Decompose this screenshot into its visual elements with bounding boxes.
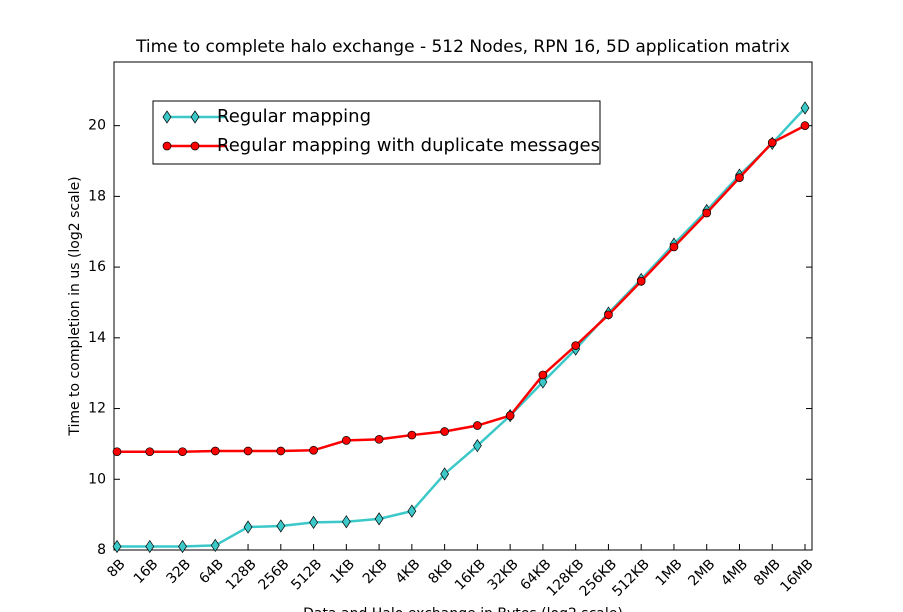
marker <box>276 519 286 533</box>
marker <box>112 447 122 457</box>
marker <box>800 121 810 131</box>
y-tick-label: 14 <box>88 330 106 346</box>
marker <box>604 310 613 320</box>
marker <box>472 439 482 453</box>
series-line <box>117 107 806 548</box>
y-tick-label: 18 <box>88 188 106 204</box>
marker <box>374 434 384 444</box>
marker <box>145 447 155 457</box>
marker <box>702 208 712 218</box>
marker <box>767 138 777 147</box>
chart-title: Time to complete halo exchange - 512 Nod… <box>135 37 790 57</box>
marker <box>190 110 200 124</box>
marker <box>162 141 172 151</box>
marker <box>243 446 253 456</box>
marker <box>407 430 417 440</box>
marker <box>407 504 417 518</box>
marker <box>210 446 220 456</box>
marker <box>162 110 172 124</box>
marker <box>112 539 122 554</box>
legend-label: Regular mapping <box>217 106 371 127</box>
legend-box <box>152 100 601 165</box>
y-tick-label: 8 <box>97 542 106 558</box>
marker <box>309 515 318 530</box>
marker <box>178 447 187 457</box>
y-tick-label: 20 <box>88 118 106 134</box>
y-tick-label: 10 <box>88 471 106 487</box>
marker <box>505 411 515 420</box>
marker <box>800 101 810 115</box>
marker <box>440 427 449 436</box>
marker <box>374 512 384 526</box>
marker <box>440 467 450 481</box>
x-axis-label: Data and Halo exchange in Bytes (log2 sc… <box>303 606 623 612</box>
marker <box>145 539 155 554</box>
y-tick-label: 16 <box>88 259 106 275</box>
y-axis-label: Time to completion in us (log2 scale) <box>67 176 83 436</box>
marker <box>636 276 646 286</box>
marker <box>473 421 482 430</box>
plot-frame <box>113 61 813 551</box>
marker <box>735 173 744 182</box>
marker <box>669 242 679 252</box>
marker <box>210 538 220 553</box>
series-line <box>117 124 806 453</box>
marker <box>309 445 318 455</box>
marker <box>276 446 286 456</box>
marker <box>571 341 581 350</box>
marker <box>243 520 253 534</box>
marker <box>341 515 351 529</box>
y-tick-label: 12 <box>88 401 106 417</box>
marker <box>341 436 351 445</box>
legend-label: Regular mapping with duplicate messages <box>217 135 600 156</box>
marker <box>178 539 187 554</box>
marker <box>190 141 200 151</box>
marker <box>538 370 548 380</box>
